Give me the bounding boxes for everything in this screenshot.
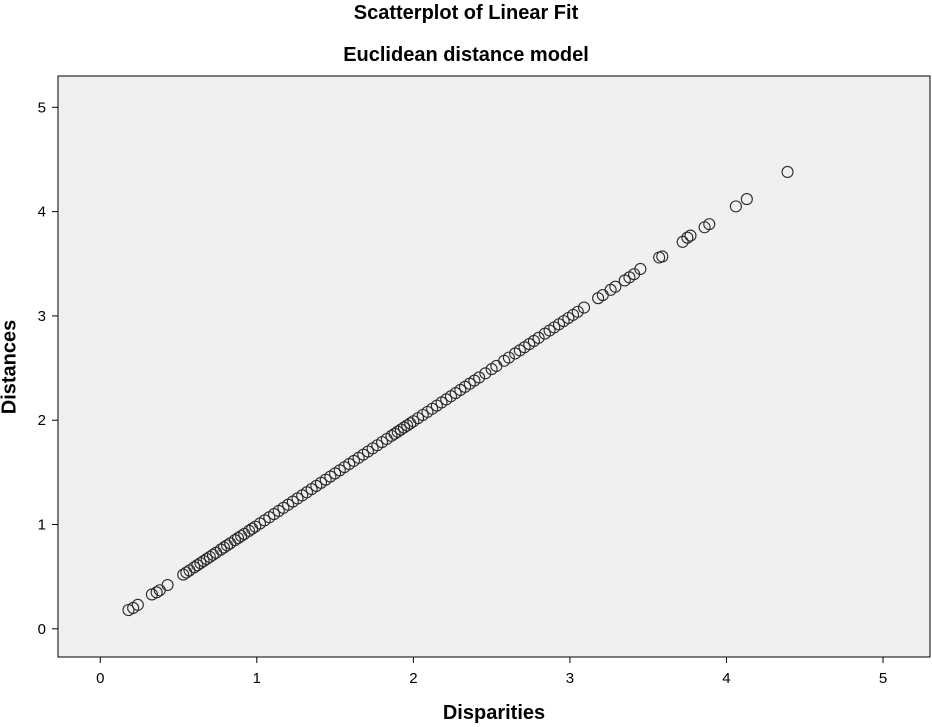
scatter-point <box>577 301 591 314</box>
scatter-point <box>131 598 144 611</box>
scatter-point <box>502 351 515 364</box>
y-tick-label: 2 <box>38 412 46 429</box>
y-tick-label: 4 <box>38 204 46 221</box>
chart-title: Scatterplot of Linear Fit <box>353 2 579 24</box>
scatter-point <box>197 554 210 568</box>
scatter-point <box>473 371 486 384</box>
scatter-point <box>394 423 407 436</box>
y-tick-label: 3 <box>38 308 46 325</box>
x-tick-label: 3 <box>566 670 574 687</box>
scatter-point <box>703 218 716 231</box>
scatter-point <box>200 552 213 565</box>
scatter-point <box>150 586 163 599</box>
x-axis-label: Disparities <box>442 702 546 724</box>
scatter-point <box>388 427 401 440</box>
x-tick-label: 2 <box>409 670 417 687</box>
scatter-point <box>217 541 230 554</box>
scatter-point <box>656 250 669 263</box>
scatter-point <box>479 367 492 380</box>
y-axis-label: Distances <box>0 319 21 415</box>
y-axis: 0 1 2 3 4 5 <box>38 99 58 638</box>
scatter-point <box>397 421 411 434</box>
scatter-point <box>203 550 216 563</box>
data-points <box>122 165 794 617</box>
scatter-point <box>532 331 545 344</box>
scatter-point <box>188 561 201 574</box>
plot-area <box>57 75 931 658</box>
scatter-point <box>161 578 174 592</box>
scatter-point <box>385 429 398 442</box>
scatter-point <box>781 165 794 179</box>
scatter-point <box>401 419 414 432</box>
scatter-point <box>177 568 190 581</box>
scatter-point <box>214 543 227 556</box>
x-axis: 0 1 2 3 4 5 <box>96 657 887 687</box>
scatter-point <box>740 193 753 206</box>
scatter-point <box>729 200 742 213</box>
scatter-point <box>676 235 689 248</box>
x-tick-label: 4 <box>722 670 730 687</box>
scatter-point <box>231 532 245 545</box>
scatter-point <box>191 559 204 572</box>
y-tick-label: 0 <box>38 621 46 638</box>
x-tick-label: 0 <box>96 670 104 687</box>
scatter-point <box>684 229 697 242</box>
x-tick-label: 5 <box>879 670 887 687</box>
scatter-point <box>681 231 694 244</box>
scatter-point <box>634 262 647 276</box>
y-tick-label: 5 <box>38 99 46 116</box>
scatter-point <box>571 305 584 318</box>
scatter-point <box>194 557 207 570</box>
scatter-point <box>391 425 404 438</box>
x-tick-label: 1 <box>253 670 261 687</box>
y-tick-label: 1 <box>38 517 46 534</box>
scatter-point <box>228 534 241 547</box>
chart-subtitle: Euclidean distance model <box>343 44 589 66</box>
scatter-point <box>609 280 622 293</box>
scatter-point <box>242 524 256 537</box>
